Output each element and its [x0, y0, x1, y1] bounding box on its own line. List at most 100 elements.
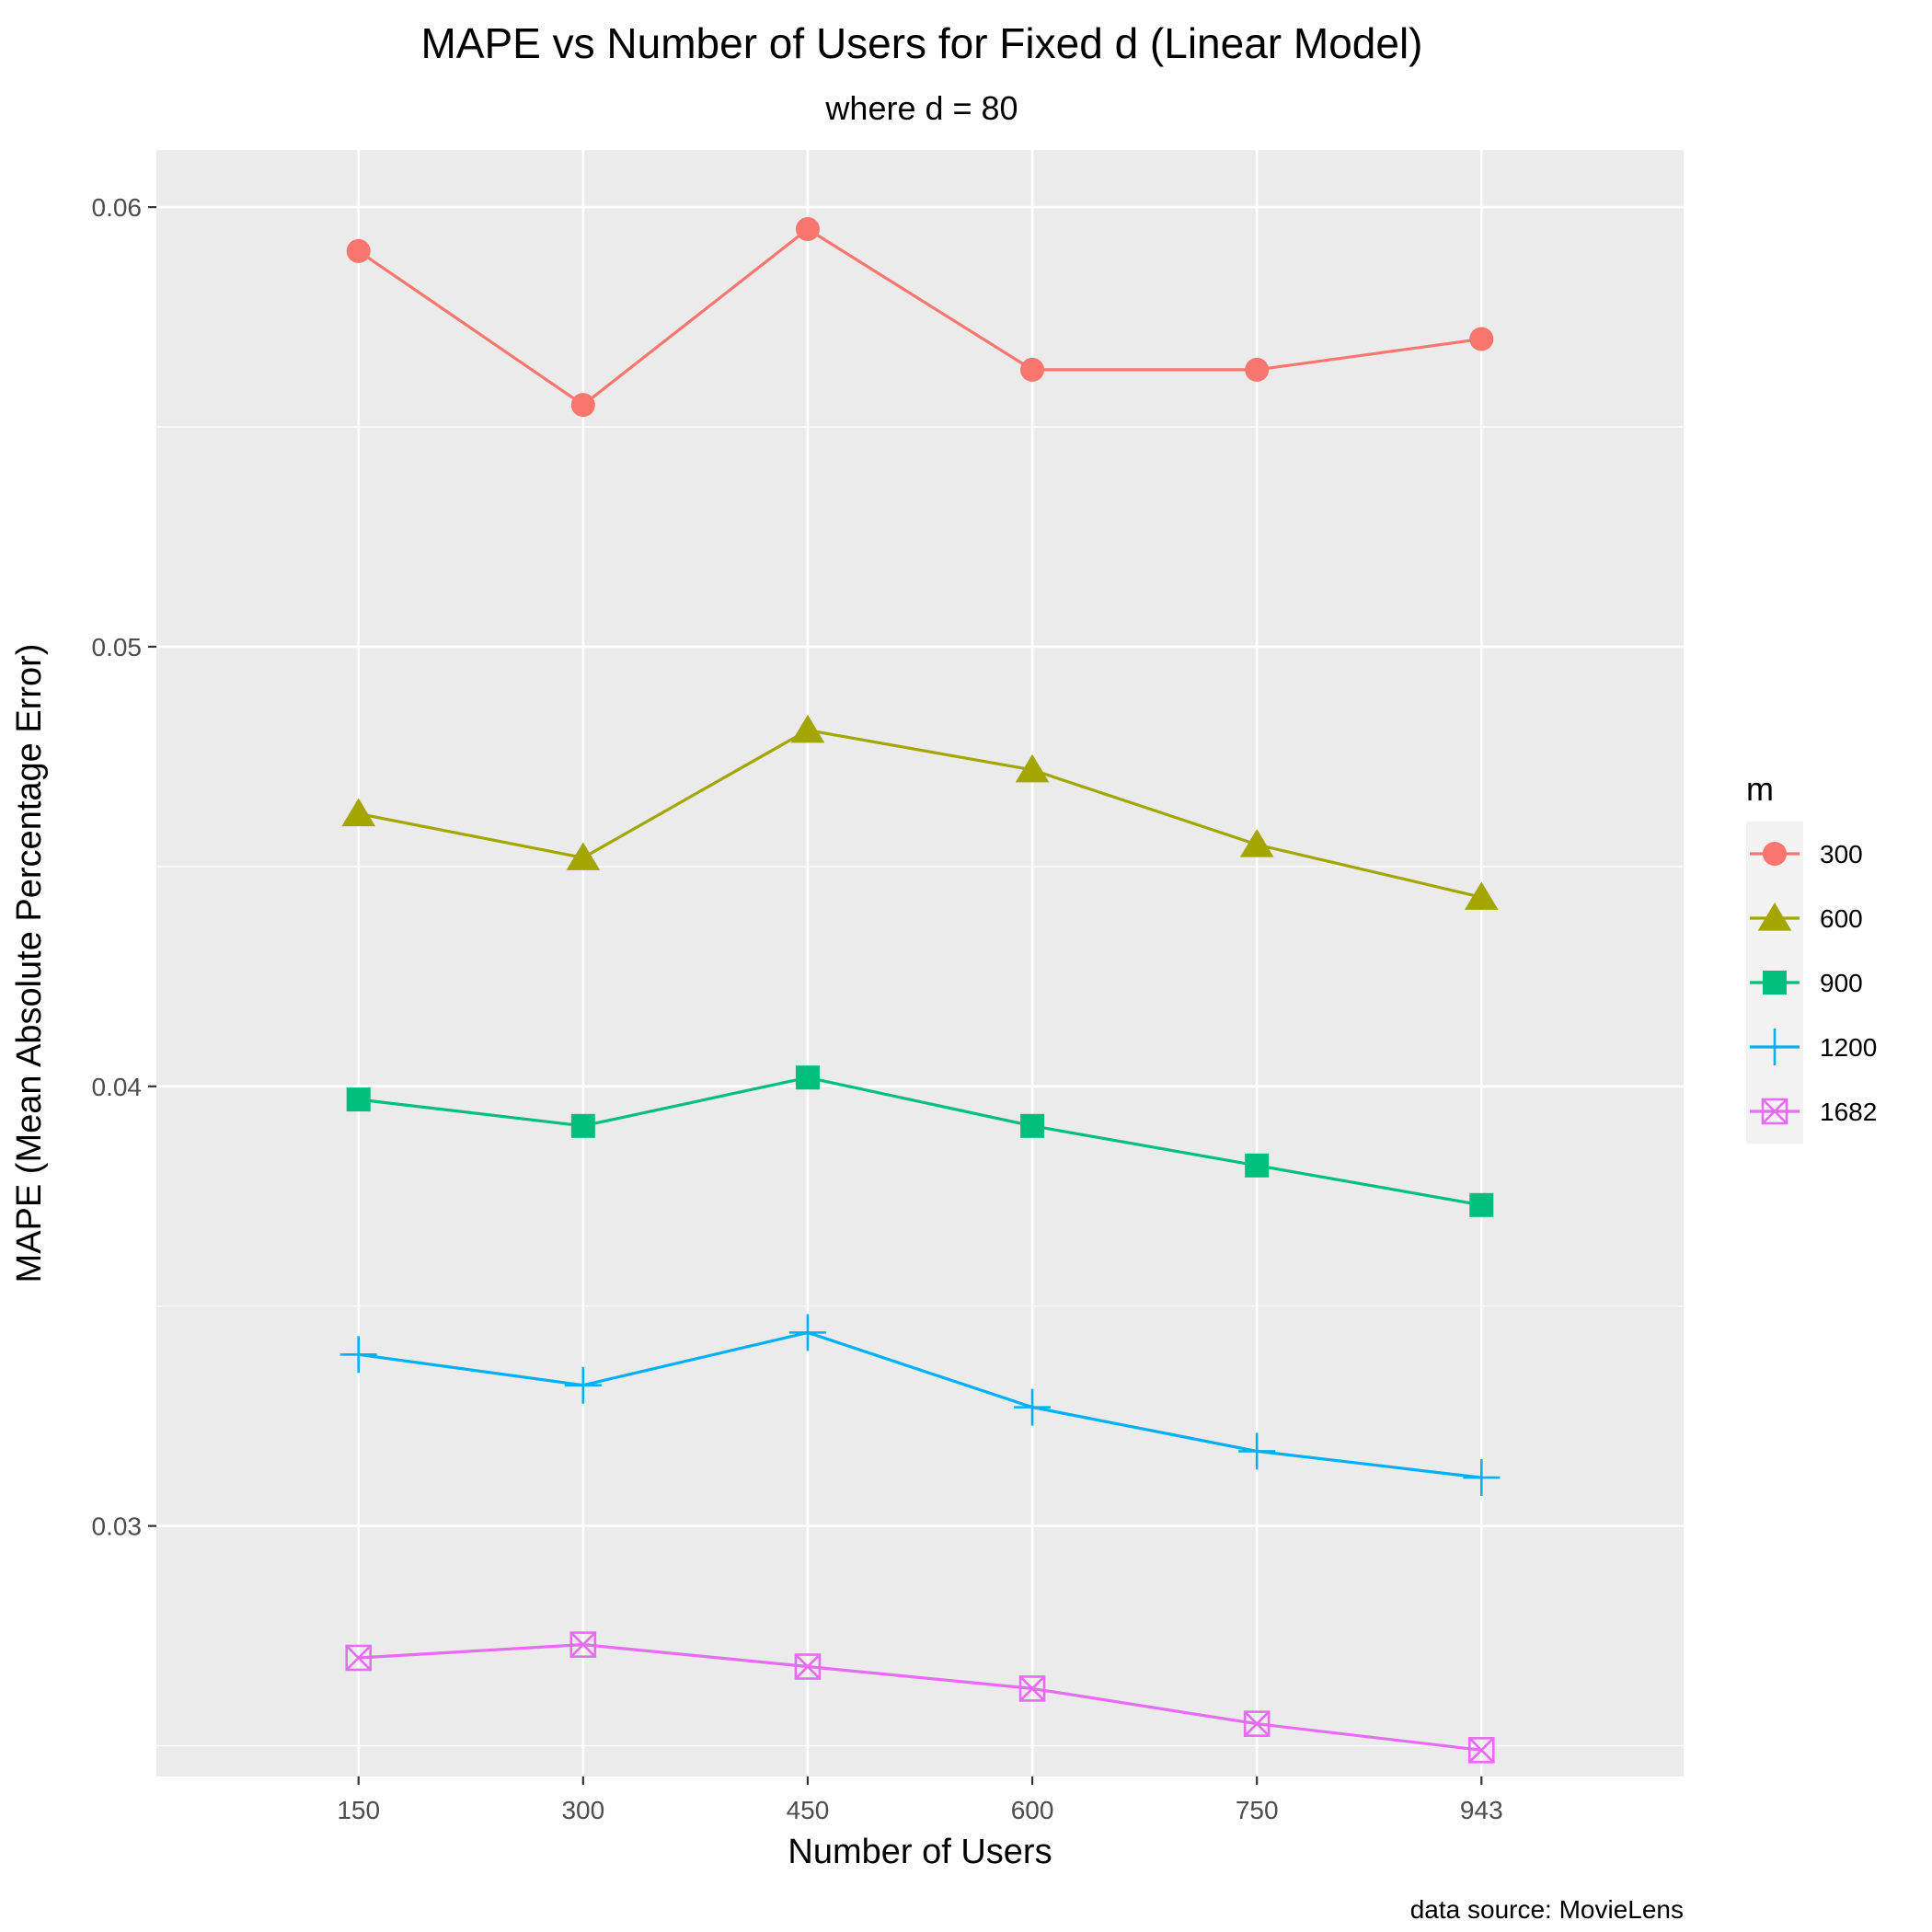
data-point: [1018, 1675, 1046, 1702]
legend: m 300 600 900 1200 1682: [1746, 770, 1877, 1144]
marker-square-x-b: [1762, 1098, 1788, 1124]
data-point: [1243, 1710, 1271, 1737]
data-point: [1020, 1113, 1045, 1138]
marker-circle: [1245, 357, 1270, 382]
marker-triangle: [1015, 753, 1050, 783]
data-point: [795, 217, 820, 242]
series-300: [346, 217, 1494, 418]
data-point: [1245, 357, 1270, 382]
y-axis-title: MAPE (Mean Absolute Percentage Error): [10, 644, 49, 1283]
legend-label: 1682: [1820, 1098, 1877, 1126]
legend-label: 1200: [1820, 1033, 1877, 1062]
marker-square-x-b: [1468, 1737, 1495, 1764]
grid-major: [156, 150, 1684, 1777]
y-tick-label: 0.03: [92, 1512, 143, 1541]
marker-square: [795, 1065, 820, 1090]
marker-square-x-b: [1244, 1710, 1271, 1737]
data-point: [346, 1087, 371, 1112]
marker-square-x-box: [569, 1631, 597, 1658]
marker-square-x-box: [794, 1653, 822, 1680]
data-point: [790, 714, 825, 743]
chart-subtitle: where d = 80: [824, 89, 1018, 127]
data-point: [341, 798, 376, 827]
x-tick-label: 750: [1236, 1796, 1279, 1824]
data-point: [1469, 327, 1494, 351]
marker-square-x-box: [1761, 1098, 1788, 1125]
x-axis: 150 300 450 600 750 943: [337, 1777, 1503, 1824]
marker-square-x-b: [345, 1645, 372, 1671]
marker-circle: [570, 393, 595, 418]
data-point: [1014, 1388, 1052, 1426]
data-point: [794, 1653, 822, 1680]
legend-key-marker: [1763, 971, 1787, 995]
data-point: [1239, 828, 1274, 857]
marker-square: [1469, 1192, 1494, 1217]
marker-square: [346, 1087, 371, 1112]
data-point: [346, 238, 371, 263]
legend-key-marker: [1761, 1098, 1788, 1125]
marker-square-x-box: [1243, 1710, 1271, 1737]
y-axis: 0.03 0.04 0.05 0.06: [92, 193, 156, 1541]
legend-item-1682: 1682: [1750, 1098, 1877, 1126]
legend-label: 600: [1820, 904, 1863, 933]
legend-key-marker: [1763, 842, 1787, 866]
data-point: [1464, 881, 1499, 910]
x-tick-label: 600: [1011, 1796, 1054, 1824]
x-tick-label: 300: [561, 1796, 604, 1824]
data-point: [795, 1065, 820, 1090]
series-600: [341, 714, 1499, 910]
marker-circle: [1020, 357, 1045, 382]
data-point: [1015, 753, 1050, 783]
data-point: [1463, 1459, 1501, 1497]
marker-square-x-box: [1467, 1737, 1495, 1764]
y-tick-label: 0.06: [92, 193, 143, 222]
marker-triangle: [341, 798, 376, 827]
marker-circle: [346, 238, 371, 263]
chart-title: MAPE vs Number of Users for Fixed d (Lin…: [420, 19, 1422, 67]
marker-triangle: [1757, 903, 1792, 931]
x-tick-label: 450: [787, 1796, 830, 1824]
data-point: [345, 1644, 373, 1672]
y-tick-label: 0.04: [92, 1073, 143, 1101]
marker-square-x-box: [345, 1644, 373, 1672]
x-tick-label: 943: [1460, 1796, 1503, 1824]
marker-square: [1763, 971, 1787, 995]
marker-triangle: [1239, 828, 1274, 857]
marker-triangle: [790, 714, 825, 743]
plot-panel: [156, 150, 1684, 1777]
legend-title: m: [1746, 770, 1774, 808]
y-tick-label: 0.05: [92, 633, 143, 661]
marker-square: [1245, 1153, 1270, 1178]
marker-circle: [1469, 327, 1494, 351]
series-layer: [339, 217, 1501, 1764]
grid-minor: [156, 426, 1684, 1747]
legend-item-300: 300: [1750, 840, 1863, 868]
series-line: [357, 227, 1482, 407]
data-point: [339, 1336, 377, 1374]
legend-label: 900: [1820, 969, 1863, 997]
data-point: [1020, 357, 1045, 382]
series-1200: [339, 1314, 1501, 1497]
series-line: [358, 1330, 1482, 1479]
chart-caption: data source: MovieLens: [1410, 1895, 1684, 1924]
marker-square-x-b: [569, 1631, 596, 1658]
marker-square-x-b: [1019, 1675, 1045, 1702]
series-line: [358, 1642, 1482, 1752]
data-point: [566, 842, 601, 870]
data-point: [570, 1113, 595, 1138]
x-tick-label: 150: [337, 1796, 380, 1824]
marker-square: [1020, 1113, 1045, 1138]
marker-square-x-b: [795, 1653, 821, 1680]
legend-item-900: 900: [1750, 969, 1863, 997]
legend-item-1200: 1200: [1750, 1029, 1877, 1065]
data-point: [1469, 1192, 1494, 1217]
data-point: [570, 393, 595, 418]
data-point: [1245, 1153, 1270, 1178]
legend-key-marker: [1756, 1029, 1793, 1065]
marker-triangle: [1464, 881, 1499, 910]
legend-key-marker: [1757, 903, 1792, 931]
series-900: [346, 1065, 1494, 1217]
series-line: [358, 1075, 1482, 1207]
legend-label: 300: [1820, 840, 1863, 868]
